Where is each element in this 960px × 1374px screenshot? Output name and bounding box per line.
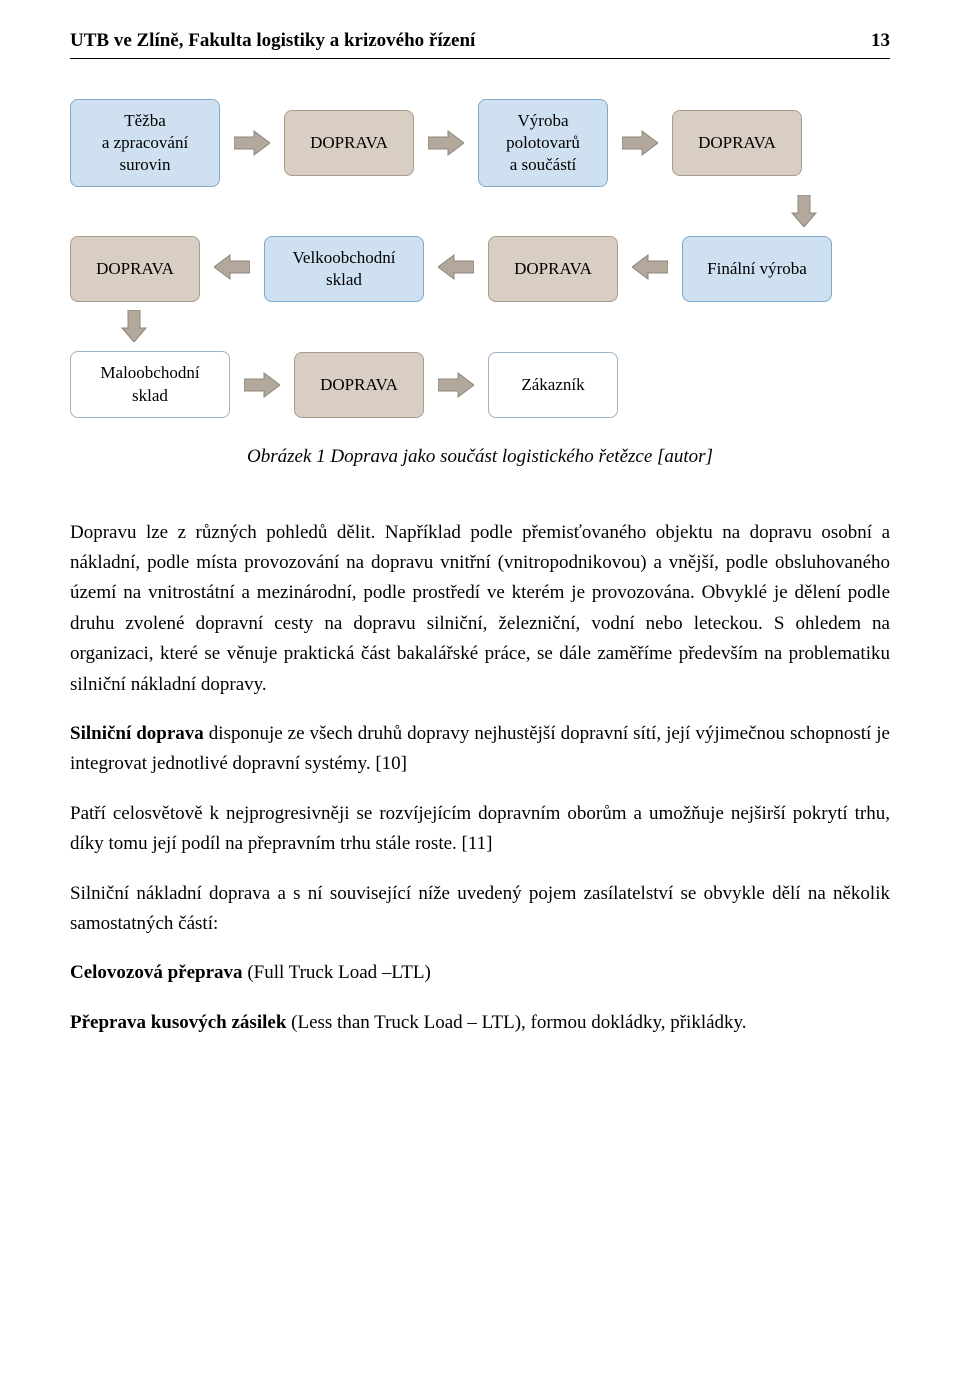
box-doprava-3: DOPRAVA	[70, 236, 200, 302]
arrow-left-icon	[214, 253, 250, 286]
box-vyroba: Výroba polotovarů a součástí	[478, 99, 608, 187]
arrow-right-icon	[438, 371, 474, 399]
arrow-right-icon	[622, 129, 658, 157]
box-tezba: Těžba a zpracování surovin	[70, 99, 220, 187]
figure-caption: Obrázek 1 Doprava jako součást logistick…	[70, 446, 890, 468]
paragraph-2: Silniční doprava disponuje ze všech druh…	[70, 719, 890, 780]
box-doprava-4: DOPRAVA	[488, 236, 618, 302]
paragraph-5: Celovozová přeprava (Full Truck Load –LT…	[70, 958, 890, 988]
arrow-left-icon	[438, 253, 474, 286]
flowchart: Těžba a zpracování surovin DOPRAVA Výrob…	[70, 99, 890, 418]
box-doprava-2: DOPRAVA	[672, 110, 802, 176]
flow-row-1: Těžba a zpracování surovin DOPRAVA Výrob…	[70, 99, 890, 187]
paragraph-6: Přeprava kusových zásilek (Less than Tru…	[70, 1008, 890, 1038]
flow-row-3: Maloobchodní sklad DOPRAVA Zákazník	[70, 351, 890, 417]
bold-preprava-kusovych: Přeprava kusových zásilek	[70, 1012, 286, 1033]
bold-silnicni-doprava: Silniční doprava	[70, 723, 204, 744]
paragraph-1: Dopravu lze z různých pohledů dělit. Nap…	[70, 518, 890, 700]
box-zakaznik: Zákazník	[488, 352, 618, 418]
arrow-right-icon	[428, 129, 464, 157]
header-left: UTB ve Zlíně, Fakulta logistiky a krizov…	[70, 30, 475, 52]
header-page-number: 13	[871, 30, 890, 52]
box-finalni: Finální výroba	[682, 236, 832, 302]
flow-row-2: DOPRAVA Velkoobchodní sklad DOPRAVA Finá…	[70, 236, 890, 302]
paragraph-4: Silniční nákladní doprava a s ní souvise…	[70, 879, 890, 940]
arrow-right-icon	[244, 371, 280, 399]
box-velkoobchod: Velkoobchodní sklad	[264, 236, 424, 302]
arrow-left-icon	[632, 253, 668, 286]
box-maloobchod: Maloobchodní sklad	[70, 351, 230, 417]
arrow-right-icon	[234, 129, 270, 157]
arrow-down-icon	[120, 310, 890, 347]
page-header: UTB ve Zlíně, Fakulta logistiky a krizov…	[70, 30, 890, 59]
paragraph-3: Patří celosvětově k nejprogresivněji se …	[70, 799, 890, 860]
arrow-down-icon	[790, 195, 890, 232]
box-doprava-1: DOPRAVA	[284, 110, 414, 176]
box-doprava-5: DOPRAVA	[294, 352, 424, 418]
bold-celovozova: Celovozová přeprava	[70, 962, 243, 983]
